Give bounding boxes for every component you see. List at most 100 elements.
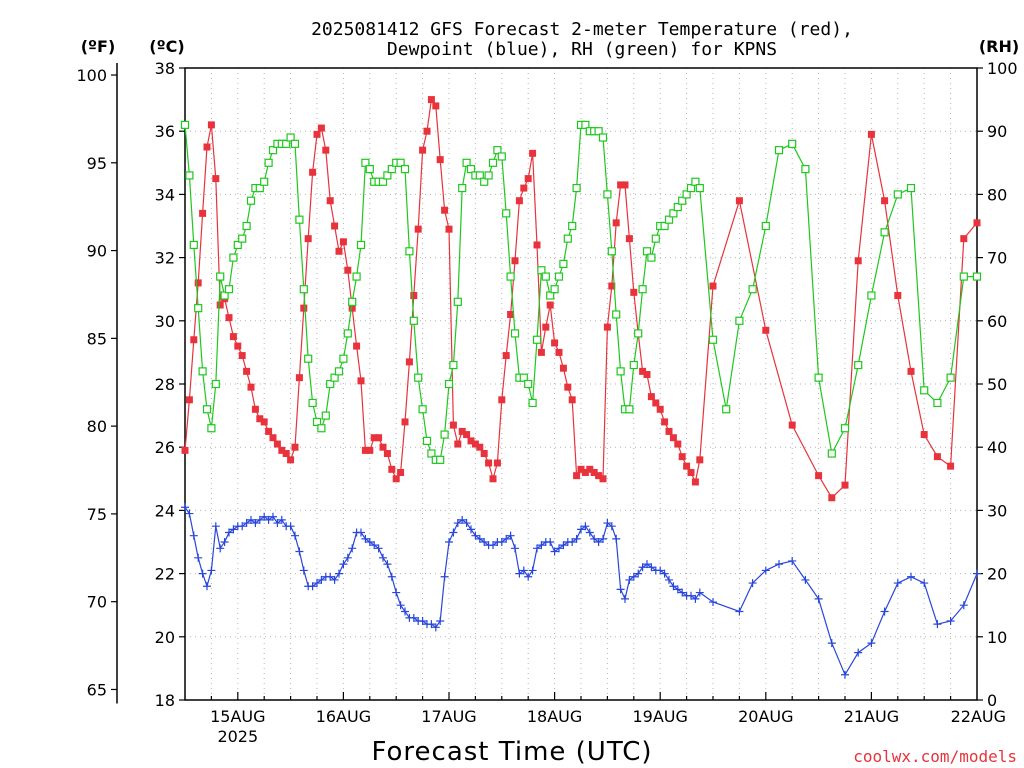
temperature-point	[511, 257, 519, 265]
dewpoint-point	[480, 538, 489, 546]
temperature-point	[647, 393, 655, 401]
rh-point	[682, 190, 691, 199]
temperature-point	[467, 437, 475, 445]
temperature-point	[304, 235, 312, 243]
series-dewpoint	[181, 503, 981, 679]
temperature-point	[815, 472, 823, 480]
rh-point	[933, 398, 942, 408]
fahrenheit-tick-label: 70	[87, 593, 107, 612]
temperature-point	[515, 197, 523, 205]
fahrenheit-tick-label: 100	[76, 66, 107, 85]
fahrenheit-axis-title: (ºF)	[81, 37, 116, 56]
x-tick-label: 16AUG	[316, 707, 371, 726]
x-tick-label: 22AUG	[951, 707, 1006, 726]
temperature-point	[199, 209, 207, 217]
x-tick-label: 20AUG	[738, 707, 793, 726]
dewpoint-point	[581, 522, 590, 531]
temperature-point	[854, 257, 862, 265]
temperature-point	[841, 481, 849, 489]
temperature-point	[599, 475, 607, 483]
rh-point	[246, 196, 256, 205]
rh-point	[695, 183, 704, 193]
dewpoint-point	[458, 515, 467, 524]
dewpoint-point	[339, 560, 348, 569]
dewpoint-point	[621, 594, 629, 603]
temperature-point	[379, 443, 387, 451]
temperature-point	[485, 459, 493, 467]
dewpoint-point	[343, 553, 352, 562]
dewpoint-point	[585, 528, 594, 537]
temperature-point	[397, 468, 405, 476]
temperature-point	[405, 358, 413, 366]
temperature-point	[234, 342, 242, 350]
celsius-tick-label: 26	[155, 438, 175, 457]
rh-point	[814, 373, 823, 382]
dewpoint-point	[203, 582, 211, 591]
temperature-point	[256, 415, 264, 423]
rh-point	[400, 165, 410, 174]
dewpoint-point	[198, 569, 207, 578]
dewpoint-point	[189, 531, 198, 540]
celsius-tick-label: 22	[155, 565, 175, 584]
dewpoint-point	[616, 585, 625, 594]
temperature-point	[339, 238, 347, 246]
temperature-point	[335, 247, 343, 255]
rh-tick-label: 70	[987, 249, 1007, 268]
dewpoint-point	[211, 522, 220, 531]
rh-point	[660, 221, 669, 231]
dewpoint-point	[431, 623, 440, 632]
dewpoint-point	[370, 541, 379, 550]
rh-tick-label: 0	[987, 691, 997, 710]
rh-point	[669, 209, 678, 218]
dewpoint-point	[788, 556, 797, 565]
temperature-point	[973, 219, 981, 227]
rh-tick-label: 10	[987, 628, 1007, 647]
dewpoint-point	[181, 503, 189, 512]
dewpoint-point	[572, 534, 581, 543]
temperature-point	[366, 446, 374, 454]
dewpoint-point	[559, 541, 568, 550]
rh-point	[308, 398, 317, 408]
dewpoint-point	[277, 515, 286, 524]
dewpoint-point	[515, 569, 524, 578]
dewpoint-point	[299, 566, 308, 575]
temperature-point	[603, 323, 611, 331]
celsius-tick-label: 28	[155, 375, 175, 394]
rh-point	[678, 196, 687, 205]
dewpoint-point	[933, 620, 942, 629]
temperature-point	[564, 383, 572, 391]
rh-point	[880, 228, 889, 237]
dewpoint-point	[511, 544, 519, 553]
series-rh	[180, 120, 982, 464]
temperature-point	[313, 130, 321, 138]
dewpoint-point	[357, 528, 365, 537]
rh-point	[295, 215, 304, 224]
temperature-point	[419, 146, 427, 154]
temperature-point	[788, 421, 796, 429]
fahrenheit-tick-label: 80	[87, 417, 107, 436]
rh-tick-label: 20	[987, 565, 1007, 584]
rh-point	[334, 367, 344, 376]
rh-point	[356, 240, 366, 250]
dewpoint-point	[673, 585, 682, 594]
rh-point	[722, 405, 731, 414]
rh-point	[519, 373, 528, 382]
celsius-tick-label: 24	[155, 501, 175, 520]
temperature-point	[674, 440, 682, 448]
temperature-point	[471, 440, 479, 448]
rh-point	[616, 367, 625, 376]
rh-point	[422, 436, 432, 445]
dewpoint-point	[449, 528, 458, 537]
temperature-point	[630, 288, 638, 296]
fahrenheit-tick-label: 75	[87, 505, 107, 524]
temperature-point	[445, 225, 453, 233]
rh-point	[603, 190, 612, 199]
temperature-point	[480, 450, 488, 458]
dewpoint-point	[893, 579, 902, 588]
dewpoint-point	[775, 560, 783, 569]
temperature-point	[216, 301, 224, 309]
dewpoint-point	[660, 569, 669, 578]
dewpoint-point	[387, 572, 396, 581]
temperature-point	[489, 475, 497, 483]
